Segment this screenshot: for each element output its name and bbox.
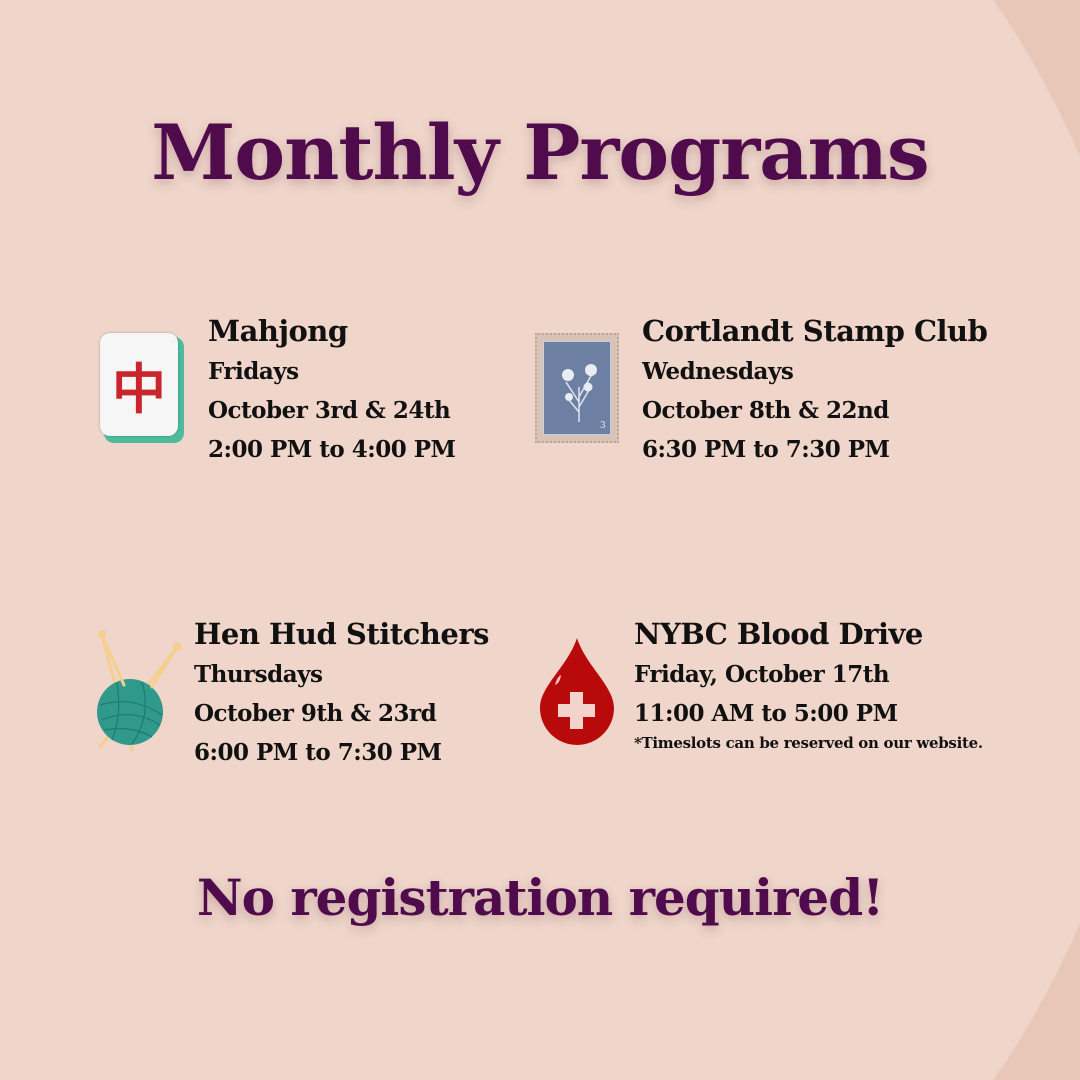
program-name: Cortlandt Stamp Club xyxy=(642,314,988,348)
mahjong-glyph: 中 xyxy=(112,357,166,421)
program-time: 6:30 PM to 7:30 PM xyxy=(642,436,890,463)
registration-note: No registration required! xyxy=(196,868,884,927)
program-day: Wednesdays xyxy=(642,358,794,385)
program-day: Fridays xyxy=(208,358,299,385)
program-name: NYBC Blood Drive xyxy=(634,617,923,651)
program-note: *Timeslots can be reserved on our websit… xyxy=(634,734,983,752)
program-mahjong: Mahjong Fridays October 3rd & 24th 2:00 … xyxy=(208,314,456,469)
program-dates: October 3rd & 24th xyxy=(208,397,451,424)
program-blood-drive: NYBC Blood Drive Friday, October 17th 11… xyxy=(634,617,983,753)
program-dates: October 8th & 22nd xyxy=(642,397,889,424)
program-time: 2:00 PM to 4:00 PM xyxy=(208,436,456,463)
blood-drop-icon xyxy=(540,638,614,745)
mahjong-tile-icon: 中 xyxy=(100,333,184,443)
program-stamp-club: Cortlandt Stamp Club Wednesdays October … xyxy=(642,314,988,469)
program-day: Thursdays xyxy=(194,661,323,688)
yarn-ball-icon xyxy=(97,630,182,752)
program-day: Friday, October 17th xyxy=(634,661,890,688)
flower-illustration: 3 xyxy=(562,364,606,431)
program-time: 6:00 PM to 7:30 PM xyxy=(194,739,442,766)
program-name: Mahjong xyxy=(208,314,348,348)
program-name: Hen Hud Stitchers xyxy=(194,617,489,651)
program-stitchers: Hen Hud Stitchers Thursdays October 9th … xyxy=(194,617,489,772)
program-time: 11:00 AM to 5:00 PM xyxy=(634,700,898,727)
program-dates: October 9th & 23rd xyxy=(194,700,437,727)
postage-stamp-icon: 3 xyxy=(535,333,619,443)
stamp-value: 3 xyxy=(600,421,606,431)
page-title: Monthly Programs xyxy=(151,108,929,197)
